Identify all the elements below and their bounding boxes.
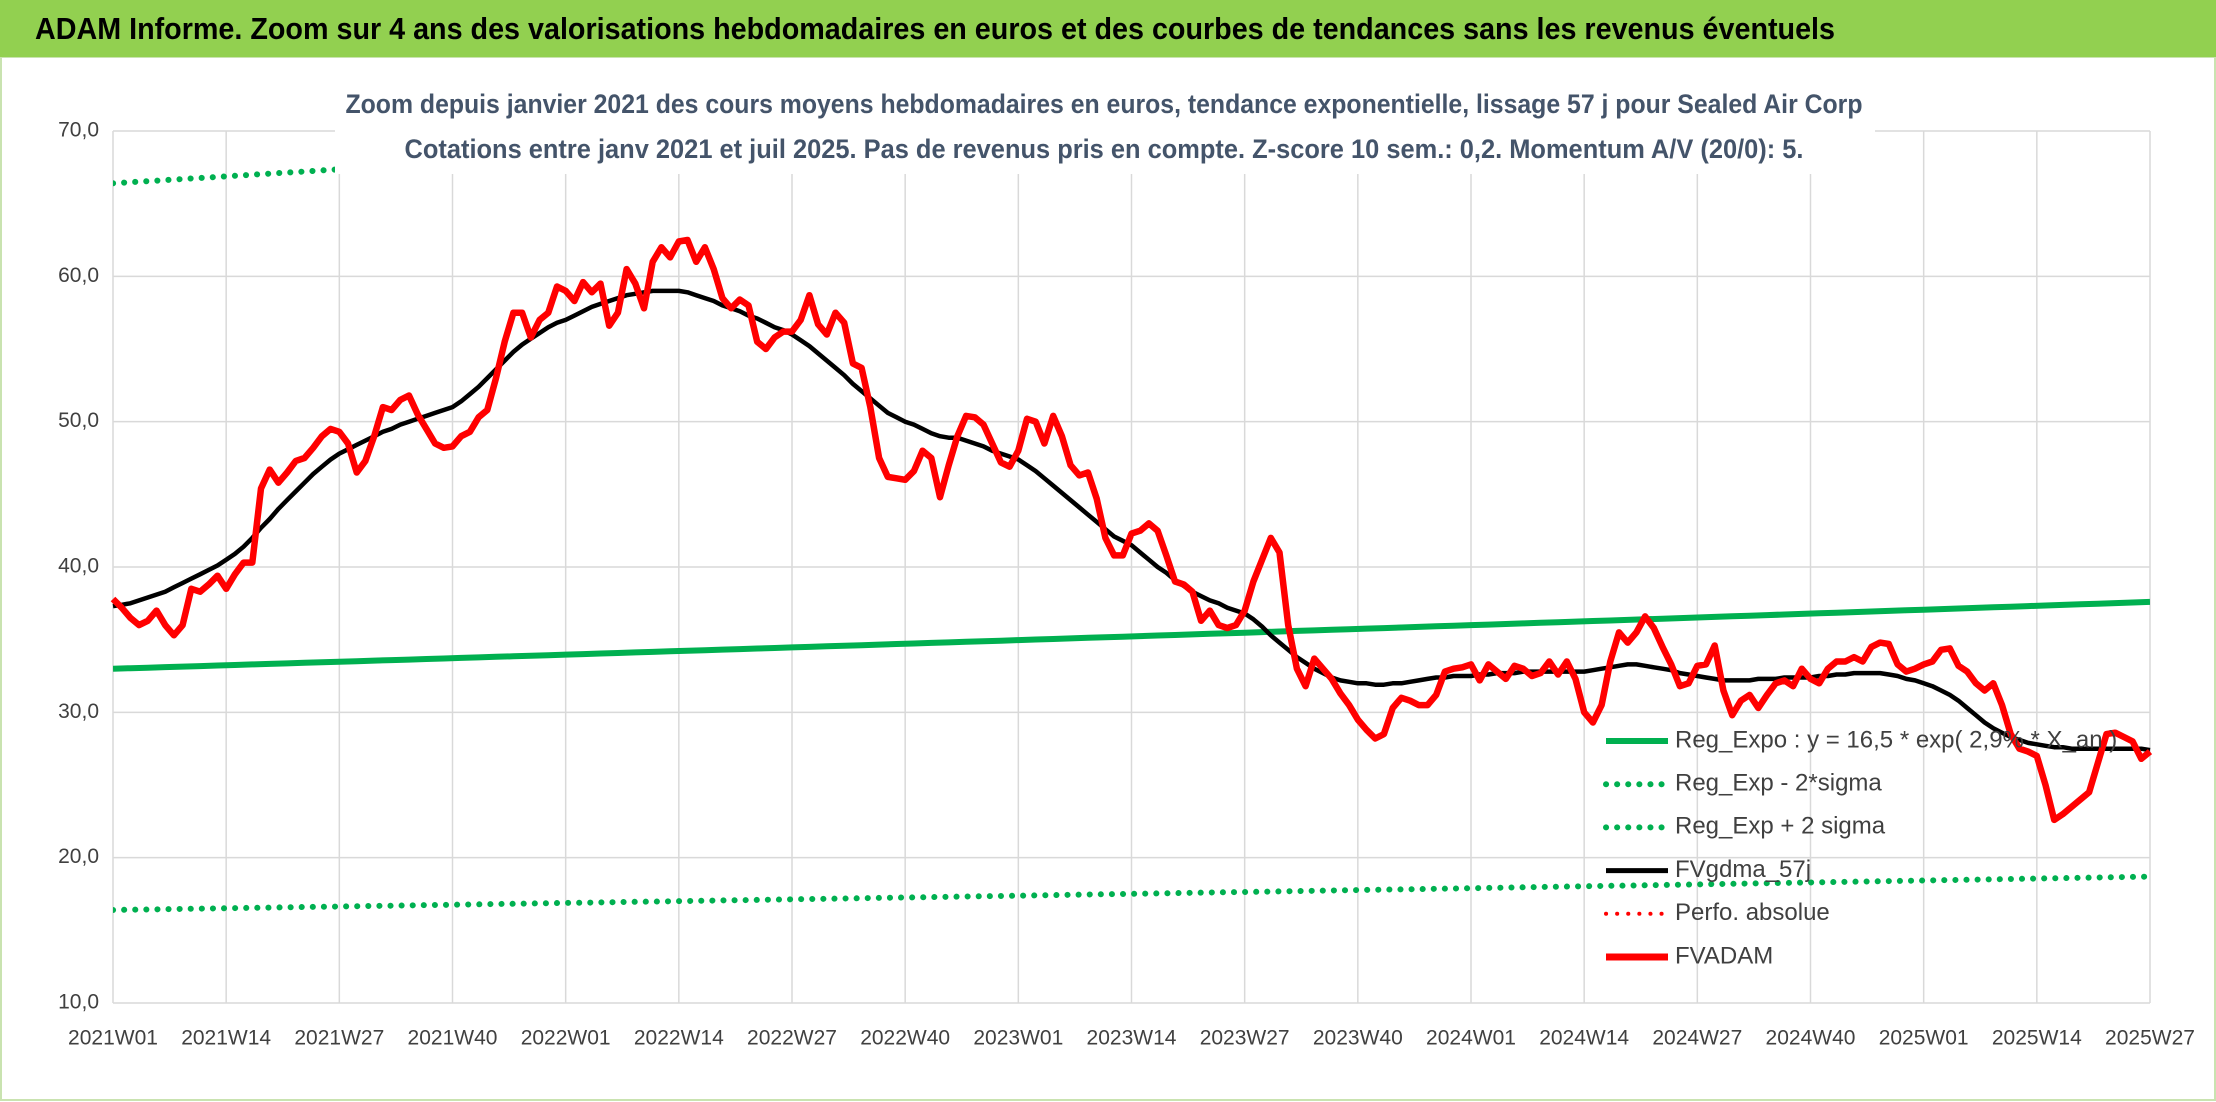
- x-tick-label: 2023W27: [1200, 1027, 1290, 1050]
- y-tick-label: 40,0: [58, 555, 99, 578]
- x-tick-label: 2025W01: [1879, 1027, 1969, 1050]
- chart-subtitle: Cotations entre janv 2021 et juil 2025. …: [405, 134, 1804, 164]
- x-tick-label: 2021W40: [408, 1027, 498, 1050]
- legend-label: Reg_Exp - 2*sigma: [1675, 770, 1882, 797]
- y-tick-label: 10,0: [58, 991, 99, 1014]
- x-tick-label: 2023W01: [973, 1027, 1063, 1050]
- y-tick-label: 50,0: [58, 409, 99, 432]
- title-background: [335, 86, 1875, 174]
- series-line: [110, 236, 2153, 824]
- x-tick-label: 2022W40: [860, 1027, 950, 1050]
- x-tick-label: 2021W27: [294, 1027, 384, 1050]
- x-tick-label: 2021W14: [181, 1027, 271, 1050]
- chart-title: Zoom depuis janvier 2021 des cours moyen…: [346, 89, 1863, 119]
- x-tick-label: 2022W01: [521, 1027, 611, 1050]
- x-tick-label: 2024W01: [1426, 1027, 1516, 1050]
- legend-label: Perfo. absolue: [1675, 899, 1830, 926]
- x-tick-label: 2021W01: [68, 1027, 158, 1050]
- x-tick-label: 2022W14: [634, 1027, 724, 1050]
- x-tick-label: 2024W14: [1539, 1027, 1629, 1050]
- x-tick-label: 2024W27: [1652, 1027, 1742, 1050]
- x-tick-label: 2022W27: [747, 1027, 837, 1050]
- legend-label: FVgdma_57j: [1675, 856, 1811, 883]
- legend: Reg_Expo : y = 16,5 * exp( 2,9% * X_an )…: [1603, 726, 2117, 969]
- page-title: ADAM Informe. Zoom sur 4 ans des valoris…: [35, 11, 1835, 46]
- legend-label: Reg_Expo : y = 16,5 * exp( 2,9% * X_an ): [1675, 726, 2117, 753]
- x-tick-label: 2023W14: [1087, 1027, 1177, 1050]
- legend-label: Reg_Exp + 2 sigma: [1675, 813, 1886, 840]
- x-tick-label: 2023W40: [1313, 1027, 1403, 1050]
- y-tick-label: 30,0: [58, 700, 99, 723]
- y-tick-label: 60,0: [58, 264, 99, 287]
- x-tick-label: 2025W27: [2105, 1027, 2195, 1050]
- series-lines: [110, 236, 2153, 824]
- x-tick-label: 2025W14: [1992, 1027, 2082, 1050]
- header-bar: [0, 0, 2216, 57]
- y-tick-label: 70,0: [58, 119, 99, 142]
- legend-label: FVADAM: [1675, 942, 1773, 969]
- x-tick-label: 2024W40: [1766, 1027, 1856, 1050]
- trend-line: [113, 873, 2150, 913]
- y-tick-label: 20,0: [58, 845, 99, 868]
- trend-line: [113, 598, 2150, 672]
